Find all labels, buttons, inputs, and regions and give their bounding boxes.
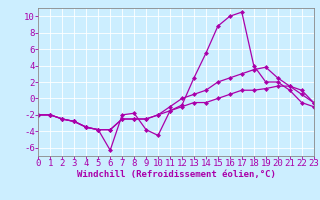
X-axis label: Windchill (Refroidissement éolien,°C): Windchill (Refroidissement éolien,°C): [76, 170, 276, 179]
